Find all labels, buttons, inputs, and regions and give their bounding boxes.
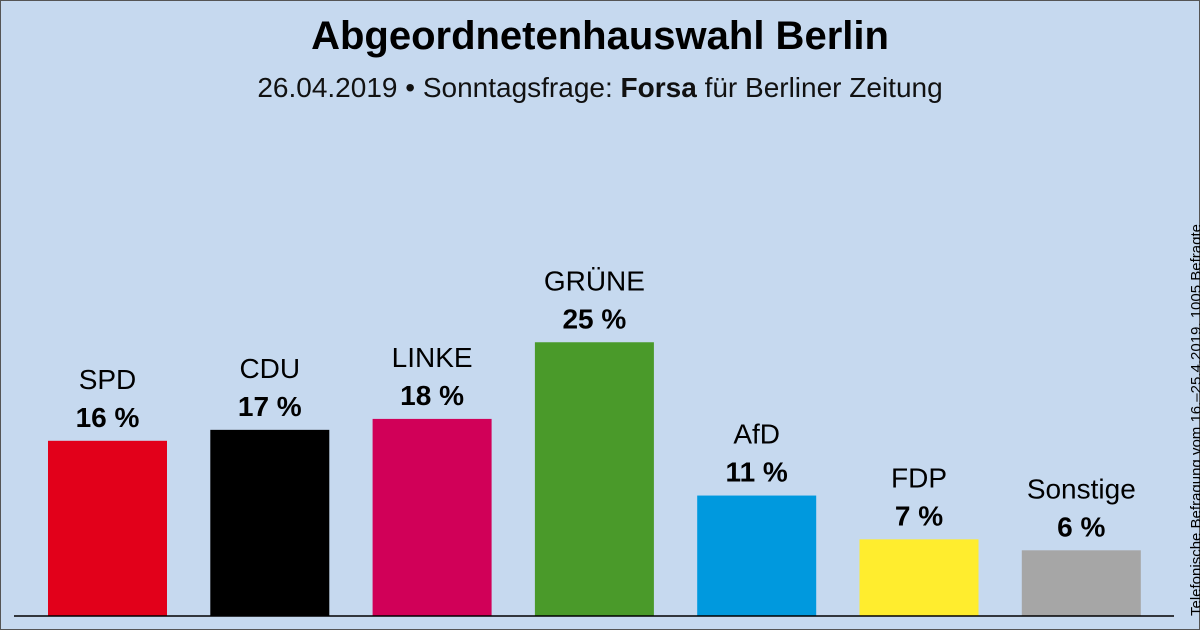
subtitle-client: für Berliner Zeitung xyxy=(704,72,943,103)
value-label-afd: 11 % xyxy=(726,457,788,488)
bar-label-fdp: FDP xyxy=(891,462,947,493)
chart-title: Abgeordnetenhauswahl Berlin xyxy=(311,14,889,58)
subtitle-institute: Forsa xyxy=(620,72,697,103)
value-label-gr-ne: 25 % xyxy=(562,303,626,334)
chart-subtitle: 26.04.2019 • Sonntagsfrage: Forsa für Be… xyxy=(0,72,1200,104)
bar-label-gr-ne: GRÜNE xyxy=(544,265,645,296)
subtitle-date: 26.04.2019 • Sonntagsfrage: xyxy=(257,72,613,103)
bar-label-afd: AfD xyxy=(733,419,780,450)
bar-fdp xyxy=(859,539,979,616)
value-label-linke: 18 % xyxy=(400,380,464,411)
bar-label-cdu: CDU xyxy=(239,353,300,384)
bar-sonstige xyxy=(1021,550,1141,616)
bar-cdu xyxy=(210,429,330,616)
bar-label-spd: SPD xyxy=(79,364,137,395)
survey-note: Telefonische Befragung vom 16.–25.4.2019… xyxy=(1188,224,1200,616)
bar-gr-ne xyxy=(534,342,654,616)
bar-afd xyxy=(697,495,817,616)
bar-label-sonstige: Sonstige xyxy=(1027,473,1136,504)
value-label-cdu: 17 % xyxy=(238,391,302,422)
value-label-spd: 16 % xyxy=(76,402,140,433)
bar-spd xyxy=(48,440,167,616)
bar-linke xyxy=(372,418,492,616)
value-label-sonstige: 6 % xyxy=(1057,511,1105,542)
bar-label-linke: LINKE xyxy=(392,342,473,373)
value-label-fdp: 7 % xyxy=(895,500,943,531)
